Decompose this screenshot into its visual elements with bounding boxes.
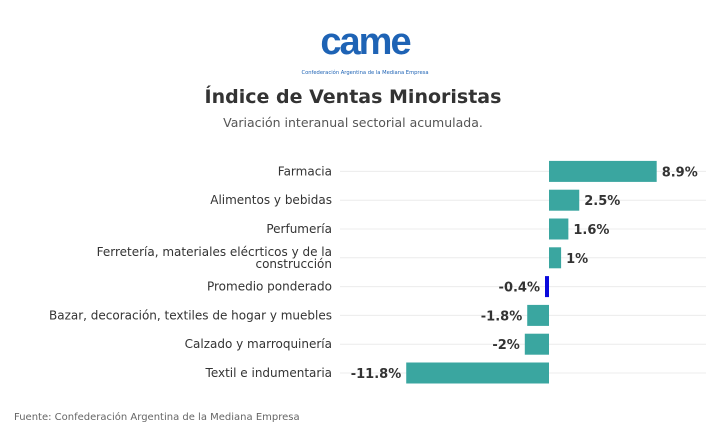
source-note: Fuente: Confederación Argentina de la Me…: [14, 412, 300, 423]
bar: [549, 218, 569, 240]
category-label-line: Bazar, decoración, textiles de hogar y m…: [49, 308, 332, 322]
value-label: 1%: [566, 252, 588, 267]
chart-subtitle: Variación interanual sectorial acumulada…: [223, 115, 483, 130]
category-label-line: Calzado y marroquinería: [185, 337, 332, 351]
bar: [549, 160, 657, 182]
category-label: Ferretería, materiales elécrticos y de l…: [97, 245, 332, 271]
category-label: Bazar, decoración, textiles de hogar y m…: [49, 308, 332, 322]
value-label: 1.6%: [573, 223, 609, 238]
category-label: Farmacia: [278, 164, 332, 178]
category-label-line: Perfumería: [266, 222, 332, 236]
value-label: -0.4%: [499, 281, 540, 296]
bar: [549, 189, 580, 211]
category-label: Textil e indumentaria: [205, 366, 332, 380]
value-label: -1.8%: [481, 309, 522, 324]
category-label-line: Ferretería, materiales elécrticos y de l…: [97, 245, 332, 259]
value-label: -11.8%: [351, 367, 402, 382]
chart-title: Índice de Ventas Minoristas: [204, 86, 502, 108]
bar: [524, 333, 549, 355]
category-label-line: Farmacia: [278, 164, 332, 178]
logo-subtitle: Confederación Argentina de la Mediana Em…: [301, 70, 429, 76]
category-label-line: Textil e indumentaria: [205, 366, 332, 380]
category-label: Calzado y marroquinería: [185, 337, 332, 351]
value-label: -2%: [492, 338, 519, 353]
category-label-line: Alimentos y bebidas: [210, 193, 332, 207]
category-label: Promedio ponderado: [207, 280, 332, 294]
logo-wordmark: came: [320, 21, 411, 63]
category-label-line: Promedio ponderado: [207, 280, 332, 294]
value-label: 2.5%: [584, 194, 620, 209]
bar: [527, 304, 549, 326]
came-logo: came Confederación Argentina de la Media…: [300, 20, 430, 80]
category-label: Alimentos y bebidas: [210, 193, 332, 207]
category-label-line: construcción: [255, 257, 332, 271]
category-label: Perfumería: [266, 222, 332, 236]
value-label: 8.9%: [662, 165, 698, 180]
bar: [545, 276, 549, 298]
bar: [406, 362, 549, 384]
bar: [549, 247, 562, 269]
